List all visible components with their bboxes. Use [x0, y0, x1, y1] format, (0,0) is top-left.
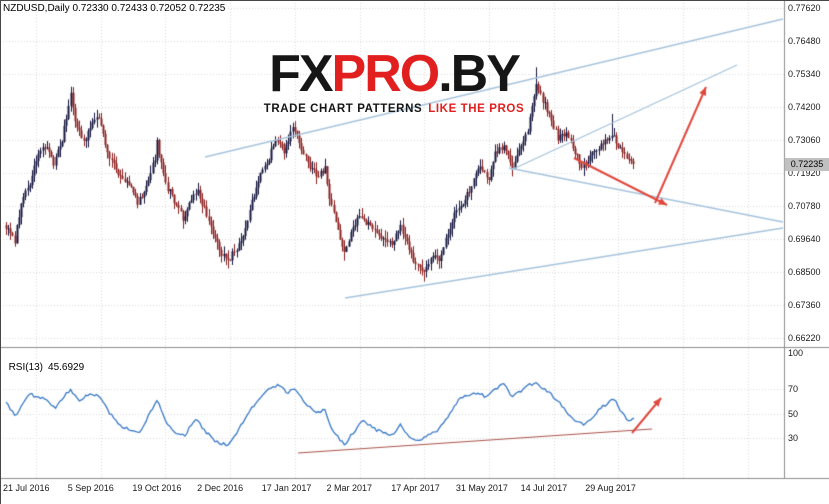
window-border-top [0, 0, 829, 1]
window-border-left [0, 0, 1, 504]
price-axis-label: 0.68500 [788, 266, 821, 277]
date-axis-label: 2 Dec 2016 [197, 483, 244, 493]
price-axis-label: 0.66220 [788, 332, 821, 343]
rsi-axis-label: 70 [788, 384, 799, 395]
rsi-axis-label: 100 [788, 348, 804, 358]
rsi-axis[interactable]: 100 70 50 30 [786, 0, 829, 478]
price-axis[interactable]: 0.77620 0.76480 0.75340 0.74200 0.73060 0.719… [786, 0, 829, 478]
price-axis-label: 0.69640 [788, 233, 821, 244]
date-axis-label: 17 Jan 2017 [261, 483, 312, 493]
current-price-tag: 0.72235 [785, 157, 829, 171]
date-axis-label: 29 Aug 2017 [585, 483, 636, 493]
date-axis-label: 21 Jul 2016 [3, 483, 50, 493]
price-axis-label: 0.76480 [788, 35, 821, 46]
rsi-name: RSI(13) [8, 362, 44, 373]
rsi-indicator-label: RSI(13) 45.6929 [3, 351, 88, 373]
price-axis-label: 0.74200 [788, 101, 821, 112]
price-axis-label: 0.67360 [788, 299, 821, 310]
price-axis-label: 0.71920 [788, 167, 821, 178]
date-axis-label: 17 Apr 2017 [391, 483, 440, 493]
price-axis-label: 0.75340 [788, 68, 821, 79]
panel-splitter[interactable] [0, 345, 829, 350]
date-axis-label: 14 Jul 2017 [520, 483, 568, 493]
rsi-axis-label: 30 [788, 432, 799, 443]
date-axis-label: 5 Sep 2016 [67, 483, 114, 493]
price-axis-label: 0.77620 [788, 2, 821, 13]
symbol-ohlc-label: NZDUSD,Daily 0.72330 0.72433 0.72052 0.7… [3, 3, 226, 14]
date-axis[interactable]: 21 Jul 2016 5 Sep 2016 19 Oct 2016 2 Dec 20… [0, 478, 829, 504]
rsi-value: 45.6929 [48, 362, 85, 373]
price-axis-label: 0.73060 [788, 134, 821, 145]
rsi-axis-label: 50 [788, 408, 799, 419]
price-axis-label: 0.70780 [788, 200, 821, 211]
date-axis-label: 19 Oct 2016 [132, 483, 182, 493]
date-axis-label: 31 May 2017 [455, 483, 508, 493]
date-axis-label: 2 Mar 2017 [326, 483, 373, 493]
